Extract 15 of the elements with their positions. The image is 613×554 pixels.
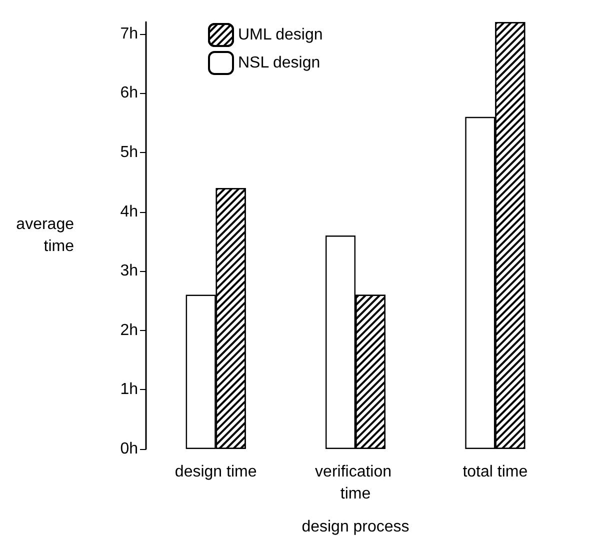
y-tick-label: 2h [120,322,138,339]
y-axis-title: average time [16,216,74,255]
x-tick-label: verification time [315,464,396,502]
y-tick-label: 6h [120,84,138,102]
y-tick-label: 1h [120,381,138,398]
y-tick-label: 3h [120,262,138,280]
y-tick-label: 7h [120,25,138,42]
x-tick-label: design time [174,464,257,480]
y-tick-label: 4h [120,203,138,220]
legend-label: UML design [238,26,323,44]
y-tick-label: 5h [120,144,138,161]
x-tick-label: total time [462,464,528,480]
y-tick-label: 0h [120,440,138,458]
legend-label: NSL design [238,54,320,72]
x-axis-title: design process [302,518,410,536]
